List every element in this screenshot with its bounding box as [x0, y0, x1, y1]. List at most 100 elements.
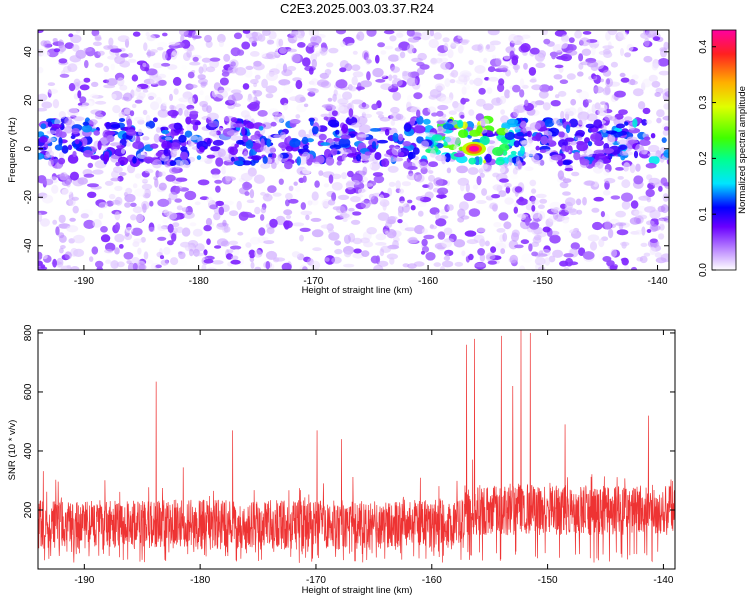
heatmap-cell — [266, 227, 275, 235]
heatmap-cell — [453, 144, 460, 152]
heatmap-cell — [250, 155, 262, 161]
heatmap-cell — [108, 193, 116, 200]
heatmap-cell — [216, 89, 229, 99]
heatmap-cell — [518, 196, 524, 202]
heatmap-cell — [292, 222, 305, 227]
heatmap-cell — [110, 48, 122, 53]
heatmap-cell — [75, 30, 81, 34]
heatmap-cell — [650, 133, 656, 139]
heatmap-cell — [187, 71, 195, 79]
heatmap-cell — [299, 227, 311, 232]
heatmap-cell — [661, 137, 667, 144]
heatmap-cell — [666, 158, 669, 165]
heatmap-cell — [433, 73, 444, 80]
heatmap-cell — [230, 89, 242, 94]
heatmap-cell — [520, 43, 531, 53]
heatmap-cell — [254, 206, 261, 215]
heatmap-cell — [47, 82, 56, 86]
heatmap-cell — [43, 40, 52, 49]
heatmap-cell — [310, 78, 319, 86]
heatmap-cell — [71, 128, 80, 135]
heatmap-cell — [195, 243, 205, 252]
heatmap-cell — [638, 195, 651, 201]
heatmap-cell — [70, 34, 82, 44]
heatmap-cell — [175, 177, 188, 182]
heatmap-cell — [206, 267, 218, 270]
heatmap-cell — [645, 162, 657, 169]
heatmap-cell — [183, 211, 195, 219]
heatmap-cell — [351, 211, 362, 216]
heatmap-cell — [288, 185, 294, 192]
heatmap-cell — [651, 80, 661, 88]
heatmap-cell — [350, 195, 361, 203]
heatmap-cell — [58, 111, 66, 119]
heatmap-cell — [574, 30, 582, 39]
heatmap-cell — [544, 118, 555, 128]
heatmap-cell — [154, 178, 159, 188]
heatmap-cell — [509, 91, 515, 98]
heatmap-cell — [620, 241, 630, 247]
heatmap-cell — [134, 173, 142, 179]
heatmap-cell — [133, 116, 144, 122]
heatmap-cell — [351, 76, 358, 86]
heatmap-cell — [402, 141, 412, 147]
heatmap-cell — [459, 39, 470, 44]
heatmap-cell — [149, 200, 154, 207]
heatmap-cell — [433, 262, 442, 267]
heatmap-cell — [511, 55, 519, 66]
heatmap-cell — [489, 202, 498, 210]
heatmap-cell — [614, 90, 626, 98]
heatmap-cell — [570, 140, 577, 146]
heatmap-cell — [444, 152, 451, 163]
heatmap-cell — [420, 31, 431, 41]
heatmap-cell — [635, 144, 642, 153]
heatmap-cell — [327, 119, 340, 127]
heatmap-cell — [218, 206, 225, 216]
heatmap-cell — [278, 79, 291, 86]
heatmap-cell — [288, 198, 299, 204]
heatmap-cell — [41, 253, 48, 260]
heatmap-cell — [633, 150, 639, 159]
heatmap-cell — [413, 125, 426, 134]
heatmap-cell — [498, 78, 505, 86]
heatmap-cell — [309, 118, 314, 126]
heatmap-cell — [648, 74, 658, 82]
heatmap-cell — [103, 154, 110, 163]
heatmap-cell — [197, 179, 210, 186]
heatmap-cell — [264, 145, 276, 154]
heatmap-cell — [268, 108, 279, 116]
heatmap-cell — [492, 54, 497, 59]
heatmap-cell — [516, 131, 524, 137]
heatmap-cell — [299, 264, 308, 270]
heatmap-cell — [643, 55, 653, 63]
heatmap-cell — [295, 185, 301, 193]
heatmap-cell — [648, 155, 660, 165]
heatmap-cell — [441, 260, 454, 268]
heatmap-cell — [398, 133, 404, 142]
heatmap-cell — [392, 240, 399, 249]
heatmap-cell — [38, 66, 44, 74]
heatmap-cell — [535, 62, 546, 69]
heatmap-cell — [148, 226, 155, 232]
heatmap-cell — [538, 90, 549, 99]
heatmap-cell — [248, 101, 260, 112]
heatmap-cell — [244, 114, 252, 121]
heatmap-cell — [392, 132, 399, 143]
heatmap-cell — [486, 254, 496, 260]
heatmap-cell — [38, 107, 48, 112]
heatmap-cell — [162, 218, 169, 224]
heatmap-cell — [194, 201, 201, 206]
heatmap-cell — [242, 181, 252, 191]
heatmap-cell — [363, 241, 374, 248]
heatmap-cell — [418, 210, 424, 217]
heatmap-cell — [542, 102, 551, 111]
heatmap-cell — [176, 226, 184, 233]
heatmap-cell — [600, 211, 606, 218]
heatmap-cell — [629, 163, 636, 174]
heatmap-cell — [115, 161, 121, 167]
heatmap-cell — [335, 129, 340, 135]
heatmap-cell — [311, 126, 319, 135]
heatmap-cell — [526, 130, 533, 138]
heatmap-cell — [435, 218, 447, 227]
heatmap-cell — [51, 184, 59, 194]
